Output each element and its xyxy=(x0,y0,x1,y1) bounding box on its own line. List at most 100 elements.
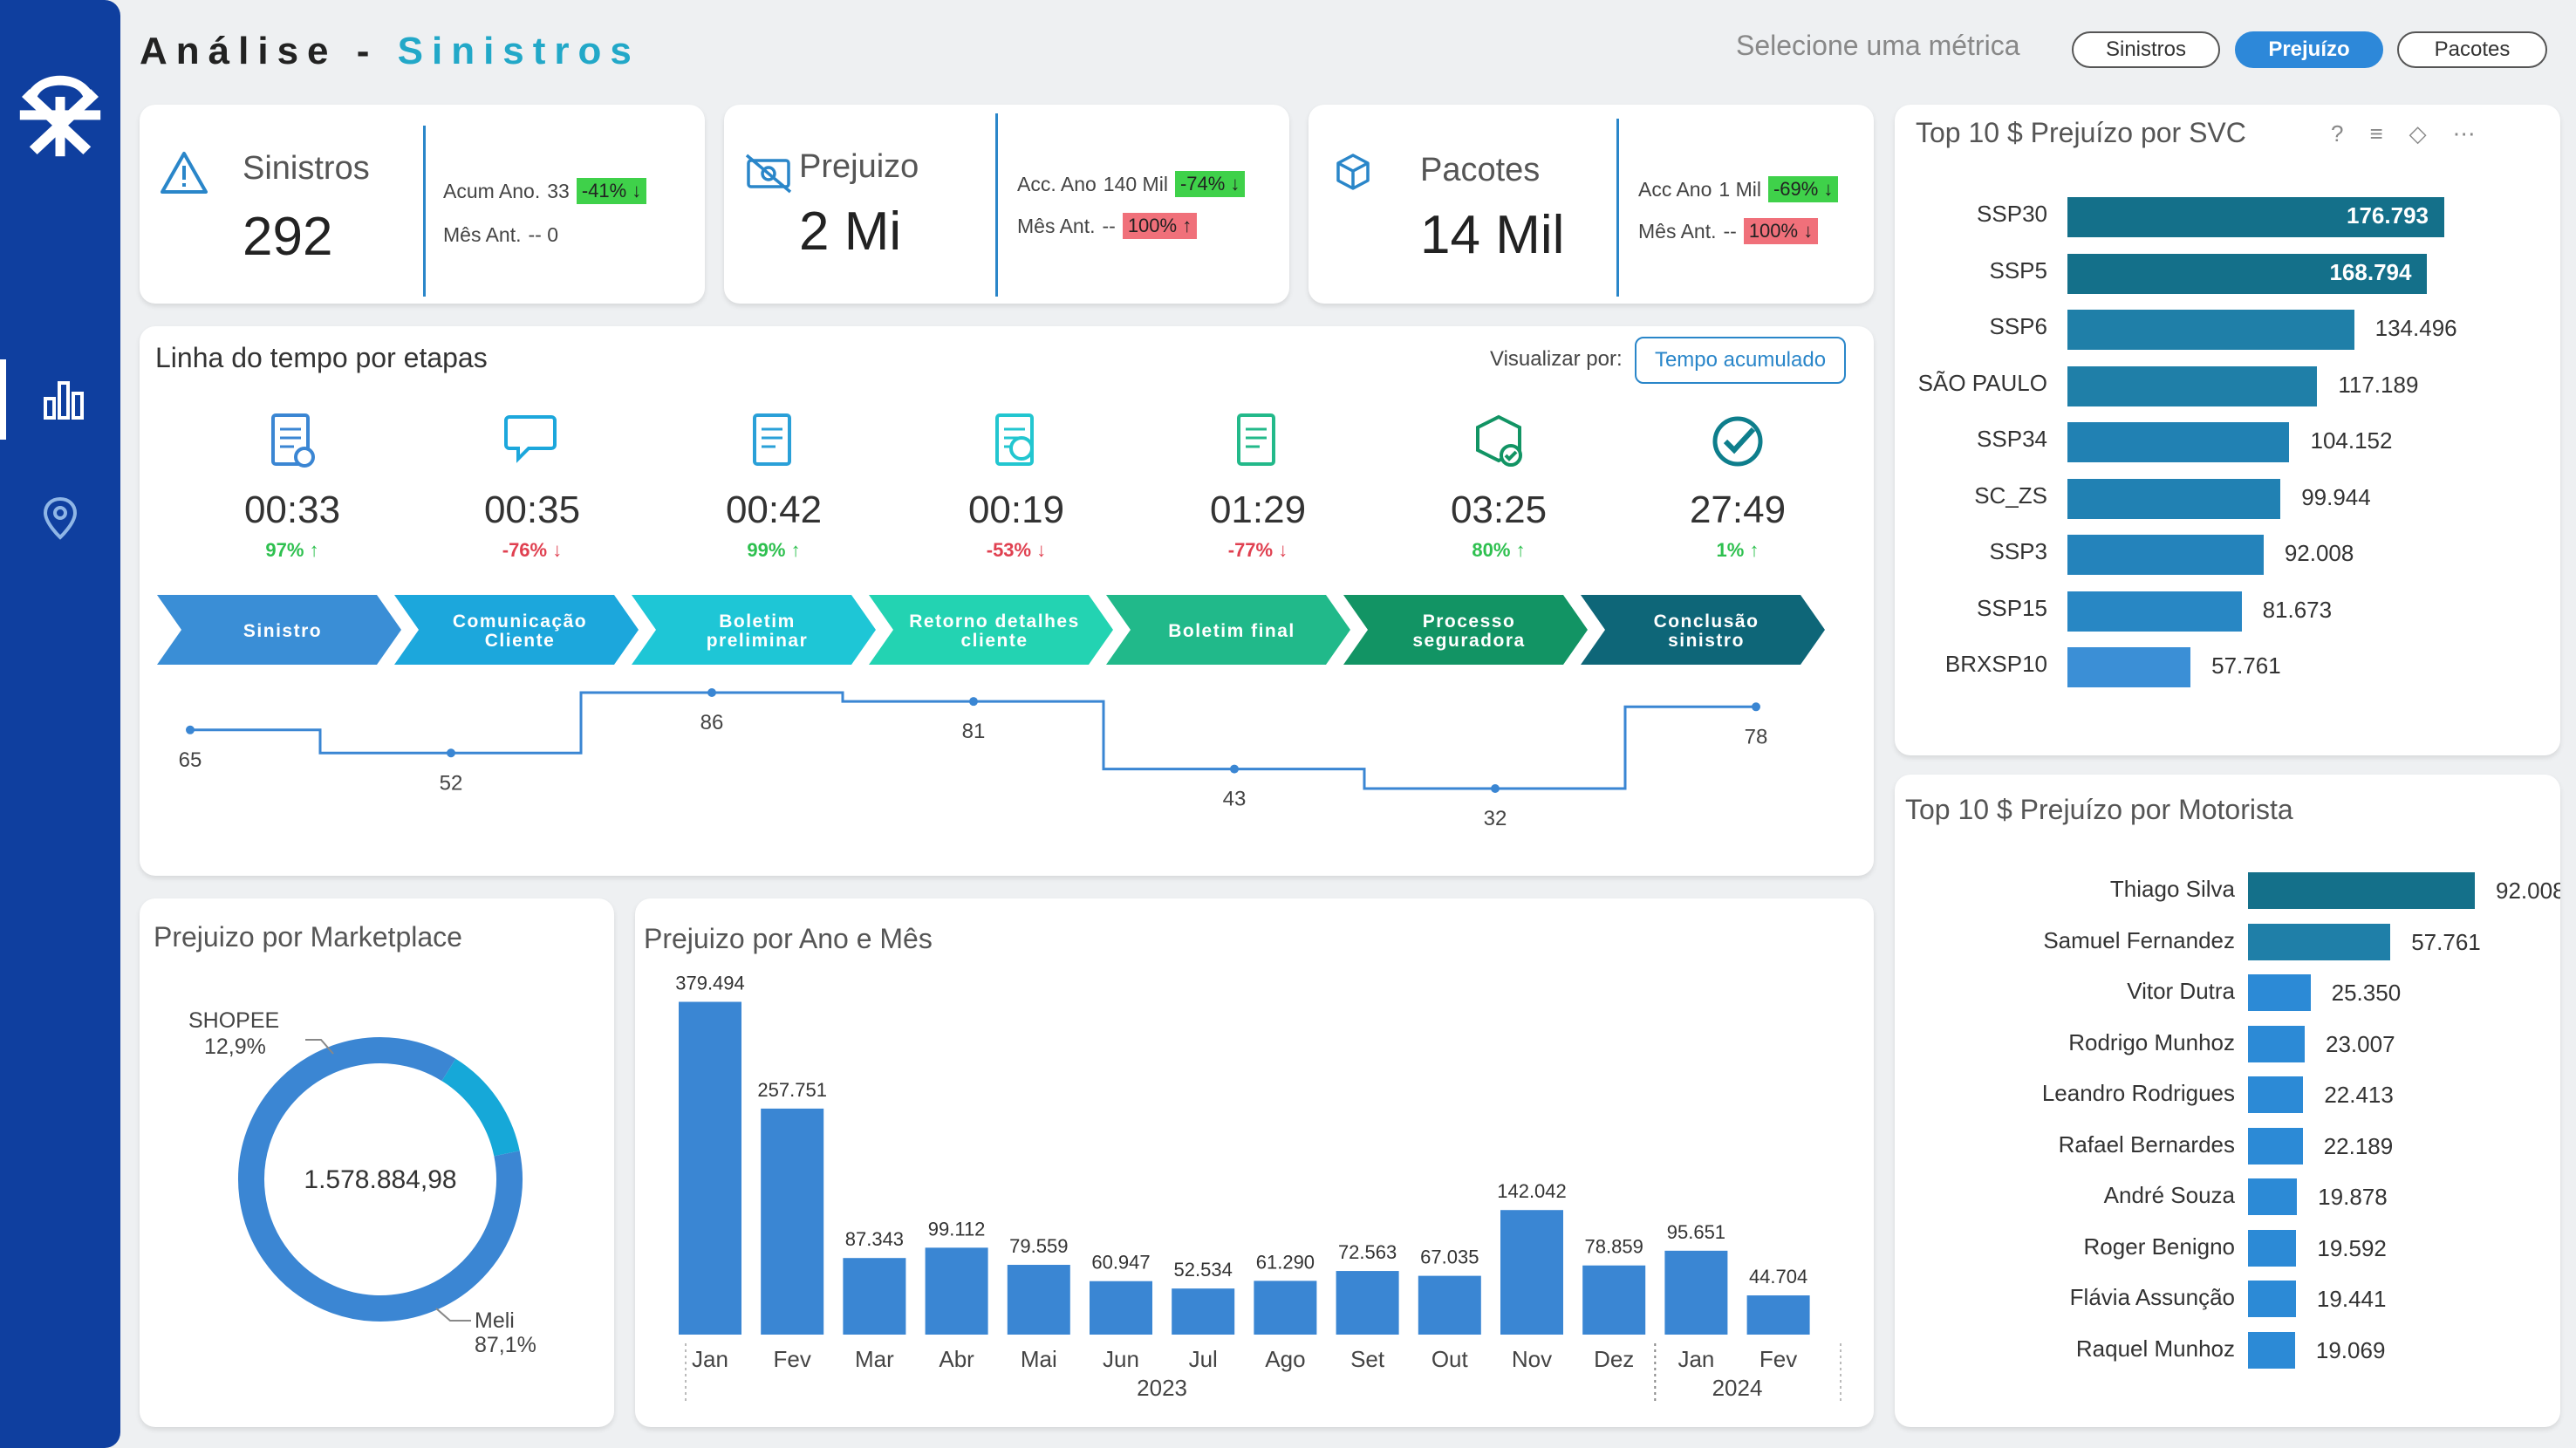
kpi-card-prejuizo: Prejuizo 2 Mi Acc. Ano 140 Mil -74% ↓ Mê… xyxy=(724,105,1289,304)
stage-metric: 00:42 99% ↑ xyxy=(687,488,861,562)
month-bar[interactable] xyxy=(925,1247,988,1335)
more-options-icon[interactable]: ⋯ xyxy=(2452,120,2476,147)
bar[interactable] xyxy=(2248,872,2475,909)
bar-value-label: 92.008 xyxy=(2496,878,2560,904)
bar[interactable] xyxy=(2067,422,2290,462)
month-bar[interactable] xyxy=(761,1108,824,1335)
chevron-label: Conclusão xyxy=(1654,611,1759,632)
kpi-change-badge: -74% ↓ xyxy=(1174,171,1246,197)
month-bar[interactable] xyxy=(679,1001,741,1335)
x-tick-label: Ago xyxy=(1265,1346,1305,1372)
month-bar[interactable] xyxy=(1582,1265,1646,1335)
bar[interactable] xyxy=(2067,365,2318,406)
eraser-icon[interactable]: ◇ xyxy=(2409,120,2427,147)
bar[interactable] xyxy=(2248,974,2311,1011)
month-bar[interactable] xyxy=(1090,1281,1152,1335)
bar[interactable] xyxy=(2067,591,2242,632)
month-bar[interactable] xyxy=(1254,1281,1317,1335)
stage-metric: 01:29 -77% ↓ xyxy=(1171,488,1345,562)
timeline-card: Linha do tempo por etapas Visualizar por… xyxy=(140,326,1874,876)
month-bar[interactable] xyxy=(843,1258,906,1335)
chevron-shape xyxy=(632,595,876,665)
kpi-divider xyxy=(423,126,426,297)
kpi-change-badge: -69% ↓ xyxy=(1767,176,1839,202)
bar[interactable] xyxy=(2067,478,2281,519)
bar[interactable] xyxy=(2248,1076,2304,1113)
nav-dashboard[interactable] xyxy=(0,359,120,440)
kpi-change-badge: -41% ↓ xyxy=(576,178,647,204)
x-tick-label: Nov xyxy=(1512,1346,1552,1372)
bar[interactable] xyxy=(2067,310,2354,350)
bar[interactable] xyxy=(2067,253,2428,294)
month-bar[interactable] xyxy=(1746,1295,1810,1335)
stage-time: 00:33 xyxy=(243,488,341,531)
kpi-divider xyxy=(995,113,998,297)
title-separator: - xyxy=(337,30,398,72)
x-tick-label: Mai xyxy=(1021,1346,1057,1372)
kpi-change-badge: 100% ↑ xyxy=(1122,213,1198,239)
bar[interactable] xyxy=(2067,197,2444,237)
kpi-line-value: -- xyxy=(1723,219,1737,242)
kpi-value: 292 xyxy=(243,207,333,267)
package-icon xyxy=(1336,154,1370,190)
bar-data-label: 44.704 xyxy=(1749,1266,1807,1287)
x-tick-label: Mar xyxy=(855,1346,894,1372)
chevron-label: Boletim final xyxy=(1168,621,1295,641)
donut-slice[interactable] xyxy=(238,1037,523,1322)
x-tick-label: Fev xyxy=(1759,1346,1797,1372)
title-main: Sinistros xyxy=(397,30,640,72)
bar-value-label: 19.069 xyxy=(2315,1336,2386,1363)
donut-slice[interactable] xyxy=(441,1058,520,1157)
bar[interactable] xyxy=(2248,1025,2305,1062)
filter-icon[interactable]: ≡ xyxy=(2369,120,2383,147)
step-value-label: 43 xyxy=(1223,788,1247,811)
kpi-line-value: 33 xyxy=(547,179,570,202)
bar[interactable] xyxy=(2067,535,2264,575)
bar-data-label: 379.494 xyxy=(675,973,745,994)
month-bar[interactable] xyxy=(1172,1288,1235,1335)
bar[interactable] xyxy=(2248,1229,2297,1267)
chevron-label: Comunicação xyxy=(453,611,587,632)
stage-chevron[interactable]: Boletim final xyxy=(1106,595,1350,665)
bar-data-label: 72.563 xyxy=(1338,1241,1397,1263)
chat-icon xyxy=(504,415,557,463)
bar-category-label: SÃO PAULO xyxy=(1917,369,2047,396)
stage-metric: 00:19 -53% ↓ xyxy=(929,488,1104,562)
bar-category-label: SSP34 xyxy=(1977,426,2047,452)
month-bar[interactable] xyxy=(1500,1210,1563,1335)
kpi-line-label: Acc Ano xyxy=(1638,177,1712,201)
pill-prejuizo[interactable]: Prejuízo xyxy=(2235,31,2383,68)
help-icon[interactable]: ? xyxy=(2331,120,2344,147)
stage-chevron[interactable]: Sinistro xyxy=(157,595,401,665)
bar[interactable] xyxy=(2248,1178,2298,1215)
bar-value-label: 22.413 xyxy=(2324,1082,2394,1108)
month-bar[interactable] xyxy=(1007,1265,1070,1335)
pill-pacotes[interactable]: Pacotes xyxy=(2397,31,2547,68)
bar[interactable] xyxy=(2248,1281,2296,1317)
view-by-button[interactable]: Tempo acumulado xyxy=(1635,337,1846,384)
stage-metric: 00:33 97% ↑ xyxy=(205,488,379,562)
bar[interactable] xyxy=(2248,1127,2303,1165)
bar[interactable] xyxy=(2067,647,2191,687)
kpi-divider xyxy=(1616,119,1619,297)
bar-value-label: 22.189 xyxy=(2323,1132,2394,1159)
month-bar[interactable] xyxy=(1336,1271,1399,1335)
bar-category-label: BRXSP10 xyxy=(1944,651,2047,677)
bar-value-label: 19.441 xyxy=(2316,1286,2387,1312)
bar[interactable] xyxy=(2248,923,2391,960)
nav-map[interactable] xyxy=(0,478,120,558)
kpi-line-prev-month: Mês Ant. -- 100% ↓ xyxy=(1638,218,1819,244)
step-point xyxy=(447,748,455,758)
bar[interactable] xyxy=(2248,1331,2295,1369)
pill-sinistros[interactable]: Sinistros xyxy=(2072,31,2220,68)
stage-change: 97% ↑ xyxy=(265,539,319,561)
leader-line xyxy=(435,1308,471,1322)
month-bar[interactable] xyxy=(1418,1275,1481,1335)
month-bar[interactable] xyxy=(1664,1250,1728,1335)
kpi-line-label: Acum Ano. xyxy=(443,179,541,202)
